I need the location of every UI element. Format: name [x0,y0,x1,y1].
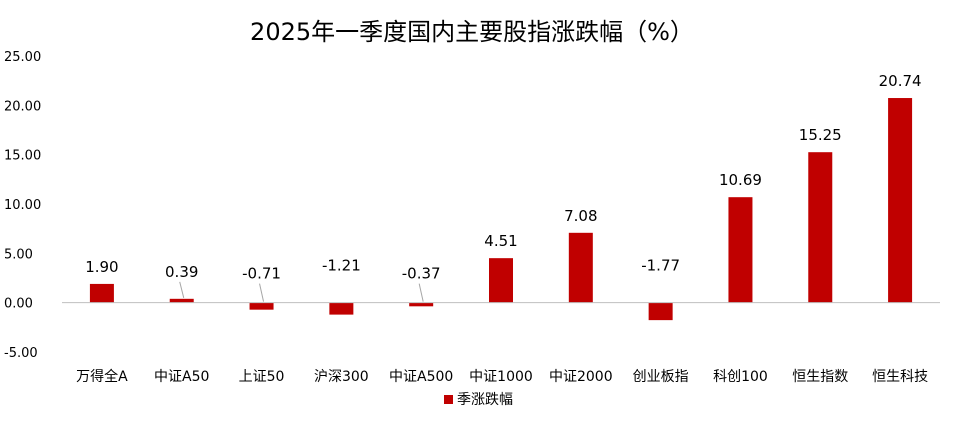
x-tick-label: 科创100 [713,369,768,385]
y-tick-label: 25.00 [4,50,41,65]
bar [169,298,194,303]
data-label: 7.08 [564,207,597,225]
leader-line [418,283,424,302]
x-tick-label: 中证A50 [154,369,209,385]
data-label: 10.69 [719,171,762,189]
y-tick-label: 15.00 [4,149,41,164]
leader-line [179,281,185,298]
y-axis: -5.00 0.00 5.00 10.00 15.00 20.00 25.00 [4,50,41,361]
data-label: -1.21 [322,257,361,275]
data-label: 0.39 [165,263,198,281]
bar [888,98,913,303]
bar [489,258,513,303]
leader-line [259,283,265,302]
y-tick-label: 0.00 [4,297,33,312]
y-tick-label: -5.00 [4,346,38,361]
x-tick-label: 沪深300 [314,369,369,385]
data-label: 4.51 [484,232,517,250]
y-tick-label: 5.00 [4,247,33,262]
legend-swatch [444,395,453,404]
y-tick-label: 20.00 [4,99,41,114]
x-tick-label: 万得全A [76,368,128,385]
bar [728,197,753,303]
bar-series [89,98,913,321]
data-label: -0.71 [242,265,281,283]
chart-title: 2025年一季度国内主要股指涨跌幅（%） [250,18,694,46]
legend-label: 季涨跌幅 [457,392,513,408]
bar [329,302,354,315]
x-tick-label: 恒生科技 [872,369,928,385]
bar [89,283,114,303]
bar [249,302,274,310]
x-tick-label: 中证A500 [389,369,453,385]
leader-lines [179,281,424,302]
x-tick-label: 恒生指数 [792,369,848,385]
bar [648,302,673,321]
bar [568,232,593,303]
data-label: 1.90 [85,258,118,276]
bar [409,302,434,307]
x-axis: 万得全A 中证A50 上证50 沪深300 中证A500 中证1000 中证2000 创业板指… [76,368,928,385]
data-label: -0.37 [402,265,441,283]
bar [808,152,833,303]
x-tick-label: 上证50 [239,369,285,385]
data-label: -1.77 [641,257,680,275]
data-label: 20.74 [879,72,922,90]
legend: 季涨跌幅 [444,392,513,408]
data-label: 15.25 [799,126,842,144]
data-labels: 1.90 0.39 -0.71 -1.21 -0.37 4.51 7.08 -1.77 10.6… [85,72,921,283]
y-tick-label: 10.00 [4,198,41,213]
x-tick-label: 中证2000 [549,369,613,385]
x-tick-label: 创业板指 [633,369,689,385]
x-tick-label: 中证1000 [469,369,533,385]
